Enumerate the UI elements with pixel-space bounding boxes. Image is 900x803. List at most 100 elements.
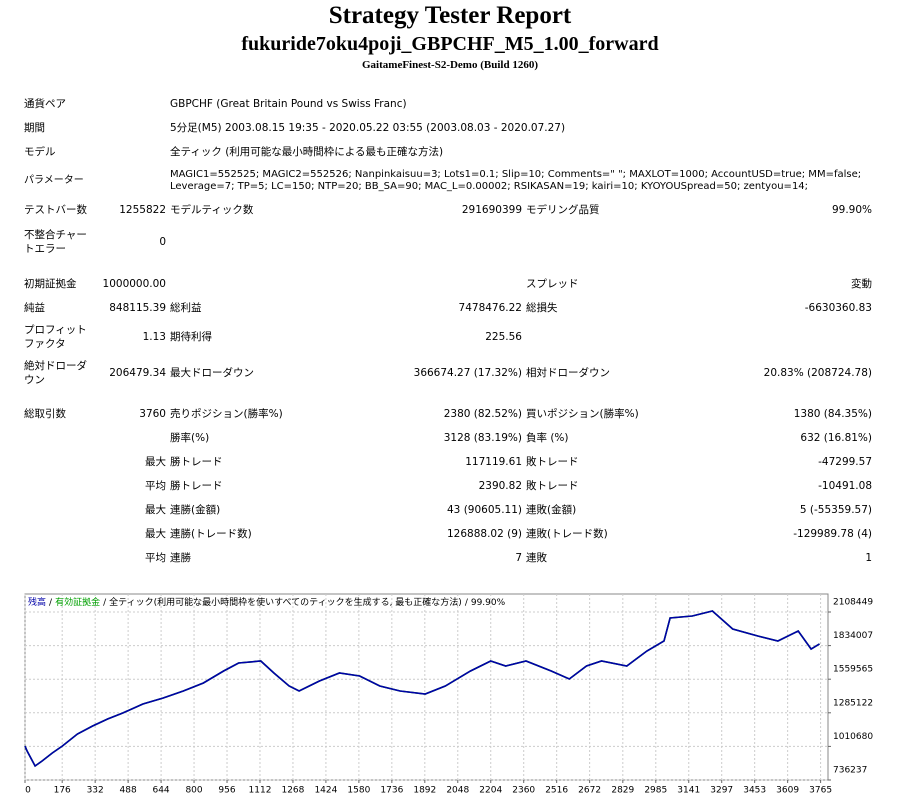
- label: 連勝(トレード数): [170, 528, 252, 540]
- label: 勝トレード: [170, 480, 223, 492]
- series-line: [24, 610, 820, 768]
- label: 総損失: [526, 302, 558, 314]
- label: テストバー数: [24, 204, 87, 216]
- value: 5 (-55359.57): [799, 504, 872, 516]
- label: 連敗(金額): [526, 504, 577, 516]
- y-tick-label: 1834007: [833, 631, 873, 641]
- y-tick-label: 1285122: [833, 698, 873, 708]
- y-tick-label: 2108449: [833, 597, 873, 607]
- x-tick-label: 2048: [446, 786, 469, 796]
- x-tick-label: 332: [87, 786, 104, 796]
- label: 最大: [145, 528, 166, 540]
- x-tick-label: 2360: [512, 786, 535, 796]
- label: 期間: [24, 122, 45, 134]
- x-tick-label: 956: [218, 786, 235, 796]
- label: 連勝(金額): [170, 504, 221, 516]
- label: 通貨ペア: [24, 98, 66, 110]
- x-tick-label: 488: [120, 786, 137, 796]
- value: 366674.27 (17.32%): [413, 367, 522, 379]
- value: 1: [865, 552, 872, 564]
- value: 20.83% (208724.78): [763, 367, 872, 379]
- label: 勝トレード: [170, 456, 223, 468]
- legend-entry: 有効証拠金: [55, 596, 100, 608]
- x-tick-label: 1892: [413, 786, 436, 796]
- x-tick-label: 2672: [578, 786, 601, 796]
- value: 2390.82: [478, 480, 522, 492]
- label: 勝率(%): [170, 432, 210, 444]
- value: 1.13: [142, 331, 166, 343]
- x-tick-label: 644: [152, 786, 169, 796]
- value: 848115.39: [109, 302, 166, 314]
- label: 連敗: [526, 552, 547, 564]
- value: 3760: [139, 408, 166, 420]
- x-tick-label: 0: [25, 786, 31, 796]
- label: モデル: [24, 146, 56, 158]
- x-tick-label: 176: [54, 786, 71, 796]
- label: 敗トレード: [526, 480, 579, 492]
- value: 3128 (83.19%): [443, 432, 522, 444]
- value: 2380 (82.52%): [443, 408, 522, 420]
- x-tick-label: 2985: [644, 786, 667, 796]
- label: パラメーター: [24, 175, 84, 186]
- label: 不整合チャートエラー: [24, 229, 87, 255]
- modeling-quality: 99.90%: [471, 598, 506, 608]
- x-tick-label: 800: [185, 786, 202, 796]
- value: 291690399: [461, 204, 522, 216]
- value: GBPCHF (Great Britain Pound vs Swiss Fra…: [170, 98, 407, 110]
- value: 1380 (84.35%): [793, 408, 872, 420]
- value: -10491.08: [818, 480, 872, 492]
- value: 1000000.00: [102, 278, 166, 290]
- report-title: Strategy Tester Report: [328, 2, 572, 29]
- y-tick-label: 1010680: [833, 732, 873, 742]
- label: スプレッド: [526, 278, 579, 290]
- label: 純益: [24, 302, 45, 314]
- value: 5分足(M5) 2003.08.15 19:35 - 2020.05.22 03…: [170, 122, 566, 134]
- x-tick-label: 3609: [776, 786, 799, 796]
- label: 総取引数: [24, 408, 66, 420]
- value: 632 (16.81%): [800, 432, 872, 444]
- legend-entry: 残高: [28, 596, 46, 608]
- build-info: GaitameFinest-S2-Demo (Build 1260): [362, 59, 538, 71]
- x-tick-label: 1580: [347, 786, 370, 796]
- label: 買いポジション(勝率%): [526, 408, 639, 420]
- separator: /: [49, 598, 53, 608]
- label: 初期証拠金: [24, 278, 77, 290]
- report-subtitle: fukuride7oku4poji_GBPCHF_M5_1.00_forward: [241, 33, 659, 55]
- x-tick-label: 3765: [809, 786, 832, 796]
- x-tick-label: 2204: [479, 786, 502, 796]
- plot-frame: [24, 593, 829, 781]
- value: 126888.02 (9): [447, 528, 522, 540]
- x-tick-label: 3453: [743, 786, 766, 796]
- label: 平均: [145, 552, 166, 564]
- label: 総利益: [170, 302, 202, 314]
- legend-note: 全ティック(利用可能な最小時間枠を使いすべてのティックを生成する, 最も正確な方…: [109, 596, 462, 608]
- summary-table: 通貨ペア GBPCHF (Great Britain Pound vs Swiss…: [22, 92, 874, 570]
- value: 99.90%: [831, 204, 872, 216]
- value: -129989.78 (4): [793, 528, 872, 540]
- value: 7: [515, 552, 522, 564]
- value: 43 (90605.11): [447, 504, 522, 516]
- label: 連勝: [170, 552, 191, 564]
- label: プロフィットファクタ: [24, 324, 87, 350]
- value: -47299.57: [818, 456, 872, 468]
- chart-legend: 残高 / 有効証拠金 / 全ティック(利用可能な最小時間枠を使いすべてのティックを生成す…: [28, 596, 506, 608]
- label: 絶対ドローダウン: [24, 360, 87, 386]
- label: 最大: [145, 456, 166, 468]
- label: 敗トレード: [526, 456, 579, 468]
- label: 相対ドローダウン: [526, 367, 610, 379]
- label: 平均: [145, 480, 166, 492]
- balance-chart: 残高 / 有効証拠金 / 全ティック(利用可能な最小時間枠を使いすべてのティックを生成す…: [24, 593, 873, 796]
- x-tick-label: 2516: [545, 786, 568, 796]
- value: 7478476.22: [458, 302, 522, 314]
- x-tick-label: 1112: [249, 786, 272, 796]
- value: 1255822: [119, 204, 166, 216]
- label: モデリング品質: [526, 204, 600, 216]
- value: 全ティック (利用可能な最小時間枠による最も正確な方法): [170, 146, 444, 158]
- value: MAGIC1=552525; MAGIC2=552526; Nanpinkais…: [170, 169, 862, 192]
- label: 最大: [145, 504, 166, 516]
- x-tick-label: 3141: [677, 786, 700, 796]
- value: 変動: [851, 278, 872, 290]
- value: -6630360.83: [804, 302, 872, 314]
- y-tick-label: 1559565: [833, 665, 873, 675]
